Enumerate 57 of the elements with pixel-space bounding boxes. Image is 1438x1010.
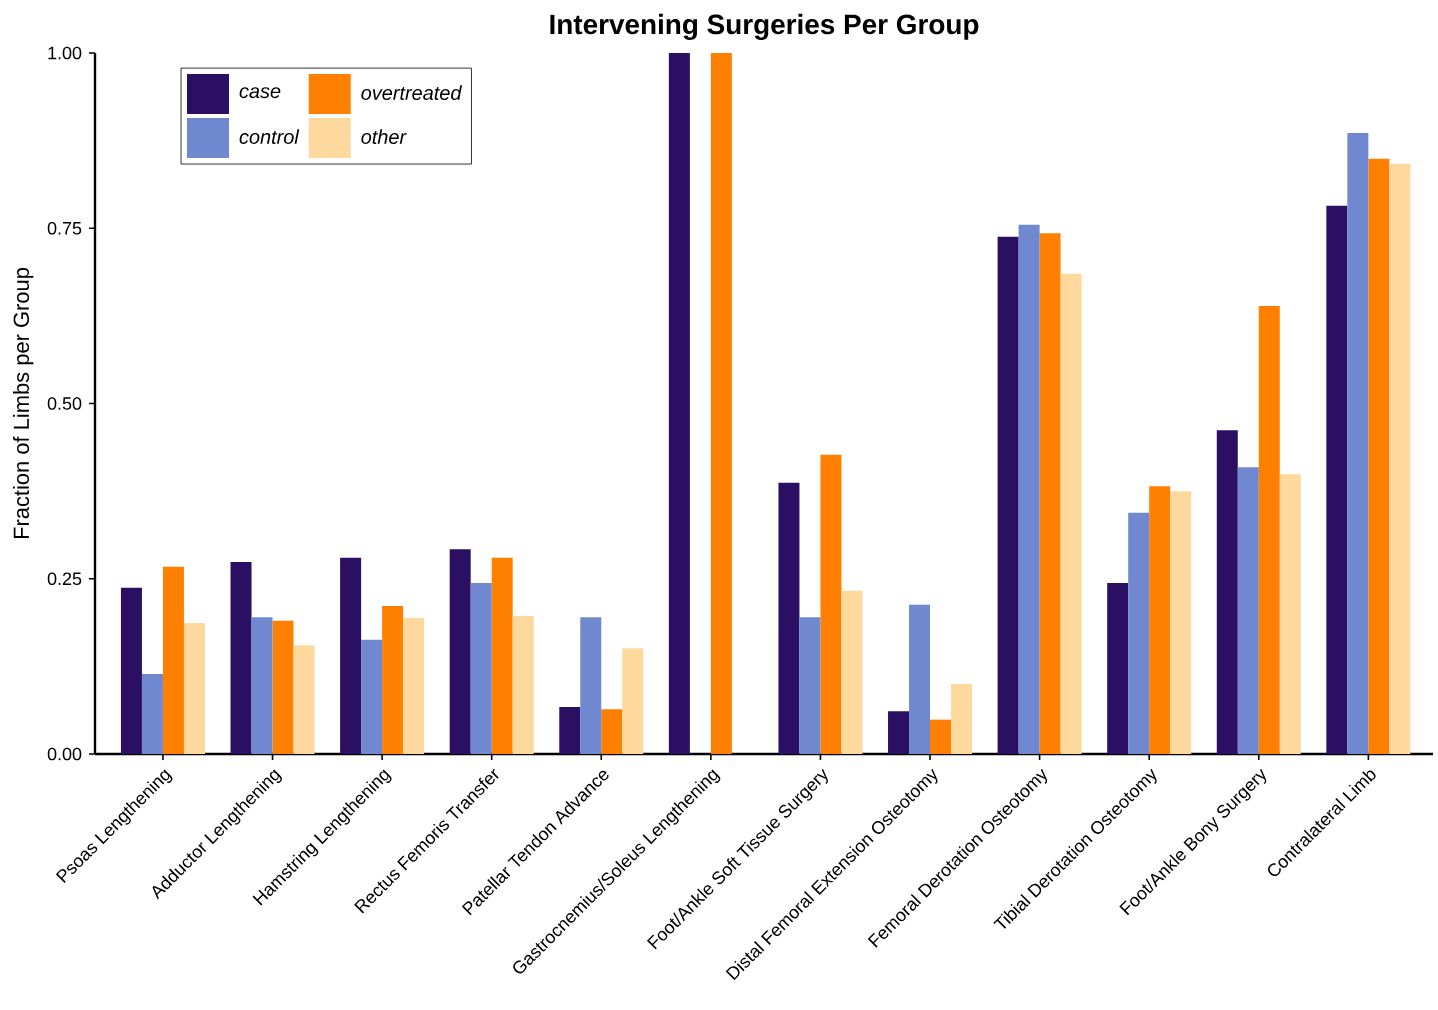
y-tick-label: 0.25	[47, 572, 82, 586]
y-tick-label: 1.00	[48, 46, 82, 60]
bar	[230, 561, 252, 754]
bar	[909, 604, 931, 754]
bar	[512, 615, 534, 754]
bar	[1389, 163, 1411, 754]
y-tick-label: 0.50	[47, 397, 82, 410]
y-tick-label: 0.75	[47, 221, 82, 235]
bar	[820, 454, 842, 754]
bar	[1216, 430, 1238, 754]
bar	[997, 236, 1019, 754]
bar	[559, 707, 581, 754]
bar	[361, 639, 383, 754]
bar	[601, 709, 623, 754]
bar	[622, 648, 644, 754]
bar	[1258, 306, 1280, 754]
bar	[340, 557, 362, 754]
bar	[778, 482, 800, 754]
bar	[668, 52, 690, 754]
bar	[1018, 224, 1040, 754]
bar	[1170, 491, 1192, 754]
bar	[251, 617, 273, 754]
bar	[1347, 132, 1369, 754]
bar	[888, 711, 910, 754]
bar	[1149, 486, 1171, 754]
bar	[1107, 582, 1129, 754]
bar	[1039, 233, 1061, 754]
bar	[293, 645, 315, 754]
legend-label: control	[239, 129, 300, 144]
legend-label: overtreated	[361, 85, 463, 101]
bar	[710, 52, 732, 754]
bar	[491, 557, 513, 754]
bar	[1060, 273, 1082, 754]
bar	[951, 683, 973, 754]
legend-label: other	[361, 129, 407, 144]
bar	[930, 719, 952, 754]
bar	[1237, 467, 1259, 754]
bar	[841, 590, 863, 754]
bar	[382, 606, 404, 754]
bar	[449, 549, 471, 754]
bar	[799, 617, 821, 754]
chart-title: Intervening Surgeries Per Group	[550, 13, 979, 40]
bar	[120, 587, 142, 754]
bar	[1326, 205, 1348, 754]
y-axis-title: Fraction of Limbs per Group	[12, 268, 34, 539]
y-tick-label: 0.00	[47, 747, 82, 761]
bar	[580, 617, 602, 754]
bar	[183, 622, 205, 754]
bar	[1128, 512, 1150, 754]
legend-label: case	[239, 87, 281, 99]
bar	[403, 618, 425, 754]
bar	[141, 674, 163, 754]
bar	[162, 566, 184, 754]
bar	[1368, 158, 1390, 754]
bar	[272, 620, 294, 754]
bar	[470, 582, 492, 754]
bar	[1279, 474, 1301, 754]
